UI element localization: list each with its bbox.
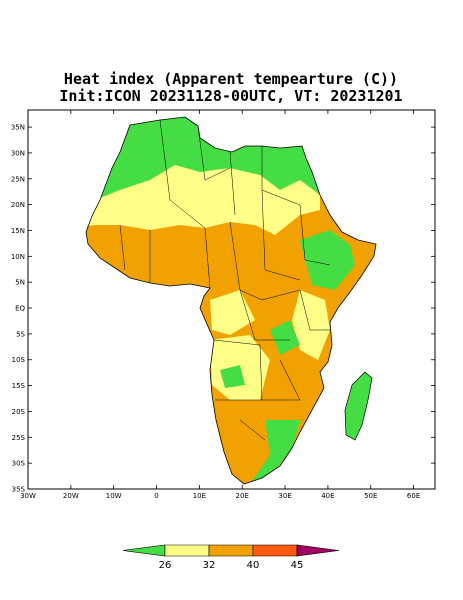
- lon-tick-label: 30E: [278, 492, 291, 500]
- lat-tick-label: 15S: [12, 382, 26, 390]
- lat-tick-label: 25N: [11, 175, 25, 183]
- borders: [119, 119, 331, 441]
- map-frame: [27, 109, 436, 490]
- colorbar-label: 45: [291, 560, 304, 571]
- lon-tick-label: 30W: [20, 492, 36, 500]
- colorbar-label: 32: [203, 560, 216, 571]
- subtitle: Init:ICON 20231128-00UTC, VT: 20231201: [59, 87, 402, 105]
- colorbar-label: 26: [159, 560, 172, 571]
- colorbar-label: 40: [247, 560, 260, 571]
- lat-tick-label: 25S: [12, 434, 26, 442]
- lat-tick-label: EQ: [15, 305, 25, 313]
- lat-tick-label: 5S: [16, 330, 25, 338]
- lon-tick-label: 20E: [236, 492, 249, 500]
- lat-tick-label: 10N: [11, 253, 25, 261]
- colorbar-swatch: [208, 544, 254, 557]
- lon-tick-label: 0: [154, 492, 158, 500]
- lat-tick-label: 30S: [12, 460, 26, 468]
- lon-tick-label: 50E: [364, 492, 377, 500]
- colorbar-swatch: [296, 544, 340, 557]
- colorbar-swatch: [252, 544, 298, 557]
- lat-tick-label: 10S: [12, 356, 26, 364]
- colorbar-swatch: [122, 544, 166, 557]
- lat-tick-label: 20S: [12, 408, 26, 416]
- lat-tick-label: 5N: [15, 279, 25, 287]
- lon-tick-label: 10W: [106, 492, 122, 500]
- lon-tick-label: 40E: [321, 492, 334, 500]
- lon-tick-label: 20W: [63, 492, 79, 500]
- colorbar-swatch: [164, 544, 210, 557]
- lat-tick-label: 30N: [11, 149, 25, 157]
- heat-fields: [86, 117, 376, 484]
- lat-tick-label: 20N: [11, 201, 25, 209]
- lat-tick-label: 35N: [11, 124, 25, 132]
- lat-tick-label: 35S: [12, 486, 26, 494]
- lon-tick-label: 10E: [193, 492, 206, 500]
- lon-tick-label: 60E: [407, 492, 420, 500]
- lat-tick-label: 15N: [11, 227, 25, 235]
- madagascar: [344, 371, 373, 441]
- title: Heat index (Apparent tempearture (C)): [64, 70, 398, 88]
